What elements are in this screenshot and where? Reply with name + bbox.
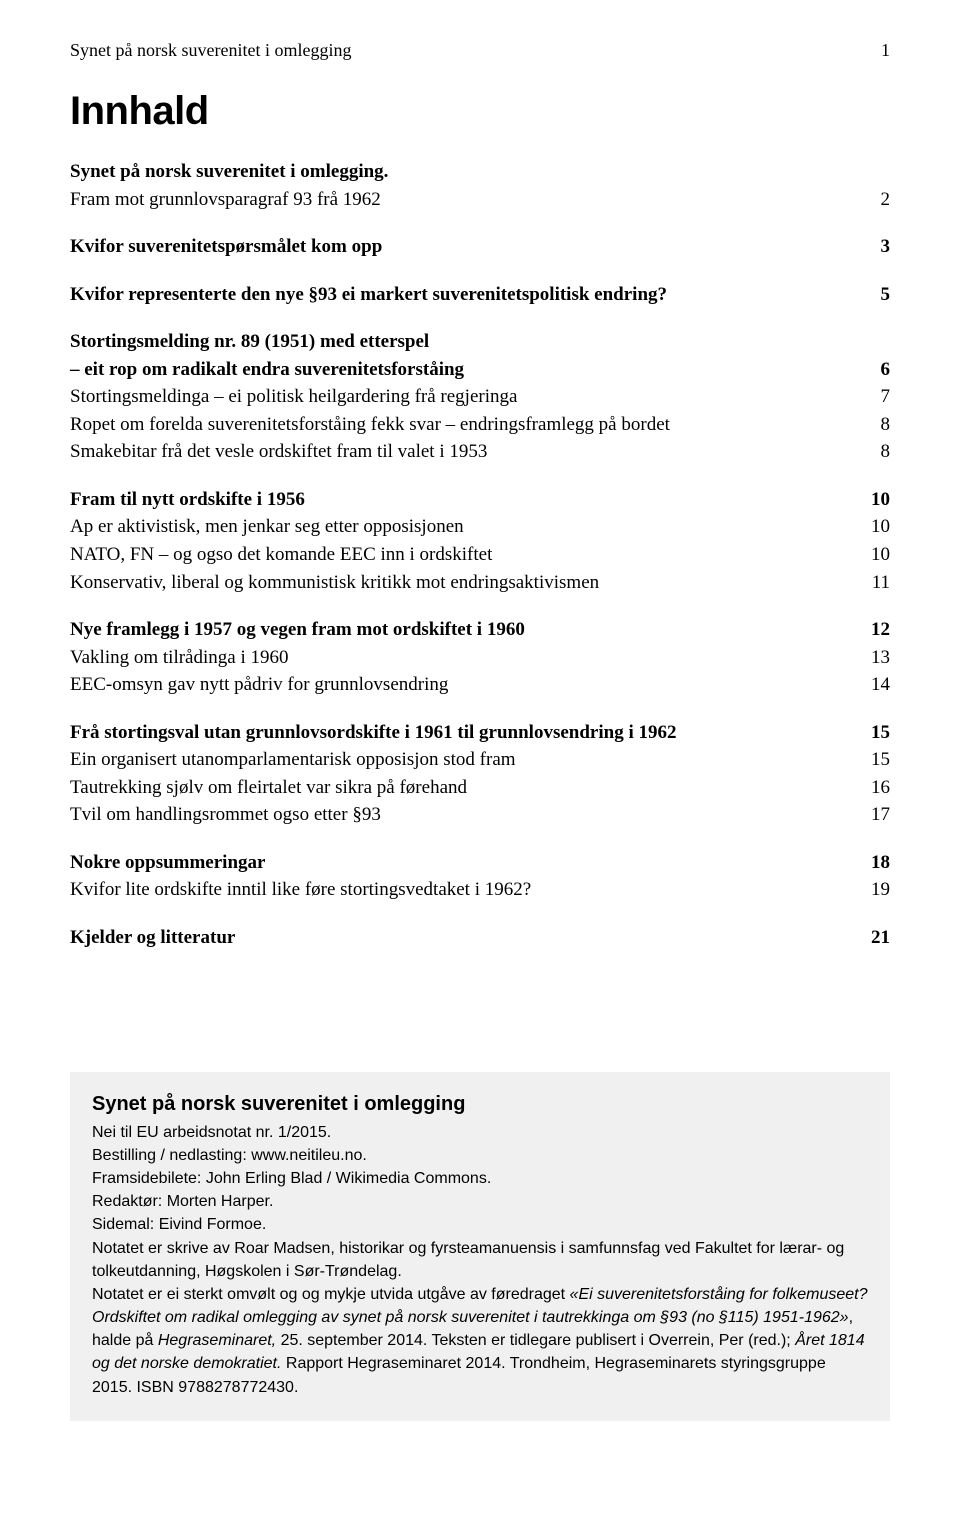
toc-group: Nokre oppsummeringar18Kvifor lite ordski… [70,849,890,904]
toc-heading-label: Nokre oppsummeringar [70,849,859,877]
toc-heading-row: Kvifor suverenitetspørsmålet kom opp3 [70,233,890,261]
toc-heading-page: 3 [869,233,891,261]
toc-sub-page: 13 [859,644,890,672]
toc-heading-page: 21 [859,924,890,952]
colophon-box: Synet på norsk suverenitet i omlegging N… [70,1072,890,1421]
toc-sub-row: Tvil om handlingsrommet ogso etter §9317 [70,801,890,829]
toc-sub-page: 2 [869,186,891,214]
toc-heading-label: Kjelder og litteratur [70,924,859,952]
running-header-text: Synet på norsk suverenitet i omlegging [70,40,351,61]
toc-group: Kvifor representerte den nye §93 ei mark… [70,281,890,309]
toc-heading-row: Stortingsmelding nr. 89 (1951) med etter… [70,328,890,356]
toc-heading-label: Kvifor suverenitetspørsmålet kom opp [70,233,869,261]
toc-group: Frå stortingsval utan grunnlovsordskifte… [70,719,890,829]
toc-heading-row: Frå stortingsval utan grunnlovsordskifte… [70,719,890,747]
toc-heading-page: 18 [859,849,890,877]
toc-sub-page: 19 [859,876,890,904]
toc-sub-label: Stortingsmeldinga – ei politisk heilgard… [70,383,869,411]
toc-sub-label: Tautrekking sjølv om fleirtalet var sikr… [70,774,859,802]
toc-heading-page: 10 [859,486,890,514]
toc-group: Kjelder og litteratur21 [70,924,890,952]
toc-heading-row: Synet på norsk suverenitet i omlegging. [70,158,890,186]
toc-sub-page: 10 [859,541,890,569]
toc-sub-label: Ein organisert utanomparlamentarisk oppo… [70,746,859,774]
toc-heading-row: Kjelder og litteratur21 [70,924,890,952]
toc-heading-row: Fram til nytt ordskifte i 195610 [70,486,890,514]
table-of-contents: Synet på norsk suverenitet i omlegging.F… [70,158,890,952]
toc-heading-row: Nye framlegg i 1957 og vegen fram mot or… [70,616,890,644]
toc-heading-page: 5 [869,281,891,309]
colophon-line: Redaktør: Morten Harper. [92,1190,868,1213]
toc-heading-label: Stortingsmelding nr. 89 (1951) med etter… [70,328,890,356]
toc-group: Stortingsmelding nr. 89 (1951) med etter… [70,328,890,466]
toc-sub-row: – eit rop om radikalt endra suverenitets… [70,356,890,384]
toc-heading-label: Kvifor representerte den nye §93 ei mark… [70,281,869,309]
toc-sub-page: 16 [859,774,890,802]
toc-heading-label: Nye framlegg i 1957 og vegen fram mot or… [70,616,859,644]
colophon-text: Notatet er ei sterkt omvølt og og mykje … [92,1286,570,1303]
toc-sub-row: Tautrekking sjølv om fleirtalet var sikr… [70,774,890,802]
toc-sub-label: EEC-omsyn gav nytt pådriv for grunnlovse… [70,671,859,699]
toc-sub-label: Ap er aktivistisk, men jenkar seg etter … [70,513,859,541]
toc-heading-page: 15 [859,719,890,747]
toc-sub-page: 15 [859,746,890,774]
toc-group: Synet på norsk suverenitet i omlegging.F… [70,158,890,213]
toc-sub-label: Tvil om handlingsrommet ogso etter §93 [70,801,859,829]
toc-sub-page: 7 [869,383,891,411]
toc-sub-row: Stortingsmeldinga – ei politisk heilgard… [70,383,890,411]
toc-sub-row: Fram mot grunnlovsparagraf 93 frå 19622 [70,186,890,214]
colophon-line: Notatet er ei sterkt omvølt og og mykje … [92,1283,868,1399]
toc-sub-label: – eit rop om radikalt endra suverenitets… [70,356,869,384]
toc-heading-label: Synet på norsk suverenitet i omlegging. [70,158,890,186]
toc-sub-label: Konservativ, liberal og kommunistisk kri… [70,569,860,597]
toc-heading-label: Fram til nytt ordskifte i 1956 [70,486,859,514]
running-header: Synet på norsk suverenitet i omlegging 1 [70,40,890,61]
toc-group: Kvifor suverenitetspørsmålet kom opp3 [70,233,890,261]
toc-sub-label: Fram mot grunnlovsparagraf 93 frå 1962 [70,186,869,214]
toc-sub-page: 11 [860,569,890,597]
toc-sub-page: 8 [869,411,891,439]
toc-sub-row: NATO, FN – og ogso det komande EEC inn i… [70,541,890,569]
colophon-text: 25. september 2014. Teksten er tidlegare… [276,1332,795,1349]
colophon-line: Nei til EU arbeidsnotat nr. 1/2015. [92,1121,868,1144]
toc-sub-page: 17 [859,801,890,829]
colophon-italic: Hegraseminaret, [158,1332,276,1349]
toc-heading-label: Frå stortingsval utan grunnlovsordskifte… [70,719,859,747]
toc-sub-row: Vakling om tilrådinga i 196013 [70,644,890,672]
toc-heading-page: 12 [859,616,890,644]
toc-sub-page: 6 [869,356,891,384]
toc-sub-row: Ropet om forelda suverenitetsforståing f… [70,411,890,439]
toc-sub-label: NATO, FN – og ogso det komande EEC inn i… [70,541,859,569]
toc-heading-row: Kvifor representerte den nye §93 ei mark… [70,281,890,309]
toc-sub-row: Smakebitar frå det vesle ordskiftet fram… [70,438,890,466]
toc-sub-row: Ein organisert utanomparlamentarisk oppo… [70,746,890,774]
toc-sub-page: 14 [859,671,890,699]
toc-sub-label: Kvifor lite ordskifte inntil like føre s… [70,876,859,904]
toc-group: Nye framlegg i 1957 og vegen fram mot or… [70,616,890,699]
colophon-line: Framsidebilete: John Erling Blad / Wikim… [92,1167,868,1190]
toc-sub-label: Smakebitar frå det vesle ordskiftet fram… [70,438,869,466]
toc-sub-row: Kvifor lite ordskifte inntil like føre s… [70,876,890,904]
colophon-title: Synet på norsk suverenitet i omlegging [92,1090,868,1119]
running-header-page: 1 [881,40,890,61]
colophon-line: Notatet er skrive av Roar Madsen, histor… [92,1237,868,1283]
toc-sub-page: 10 [859,513,890,541]
toc-sub-label: Ropet om forelda suverenitetsforståing f… [70,411,869,439]
toc-sub-row: Konservativ, liberal og kommunistisk kri… [70,569,890,597]
colophon-line: Bestilling / nedlasting: www.neitileu.no… [92,1144,868,1167]
toc-heading-row: Nokre oppsummeringar18 [70,849,890,877]
toc-sub-row: EEC-omsyn gav nytt pådriv for grunnlovse… [70,671,890,699]
toc-sub-page: 8 [869,438,891,466]
toc-group: Fram til nytt ordskifte i 195610Ap er ak… [70,486,890,596]
toc-sub-label: Vakling om tilrådinga i 1960 [70,644,859,672]
colophon-line: Sidemal: Eivind Formoe. [92,1213,868,1236]
toc-sub-row: Ap er aktivistisk, men jenkar seg etter … [70,513,890,541]
page-title: Innhald [70,89,890,134]
